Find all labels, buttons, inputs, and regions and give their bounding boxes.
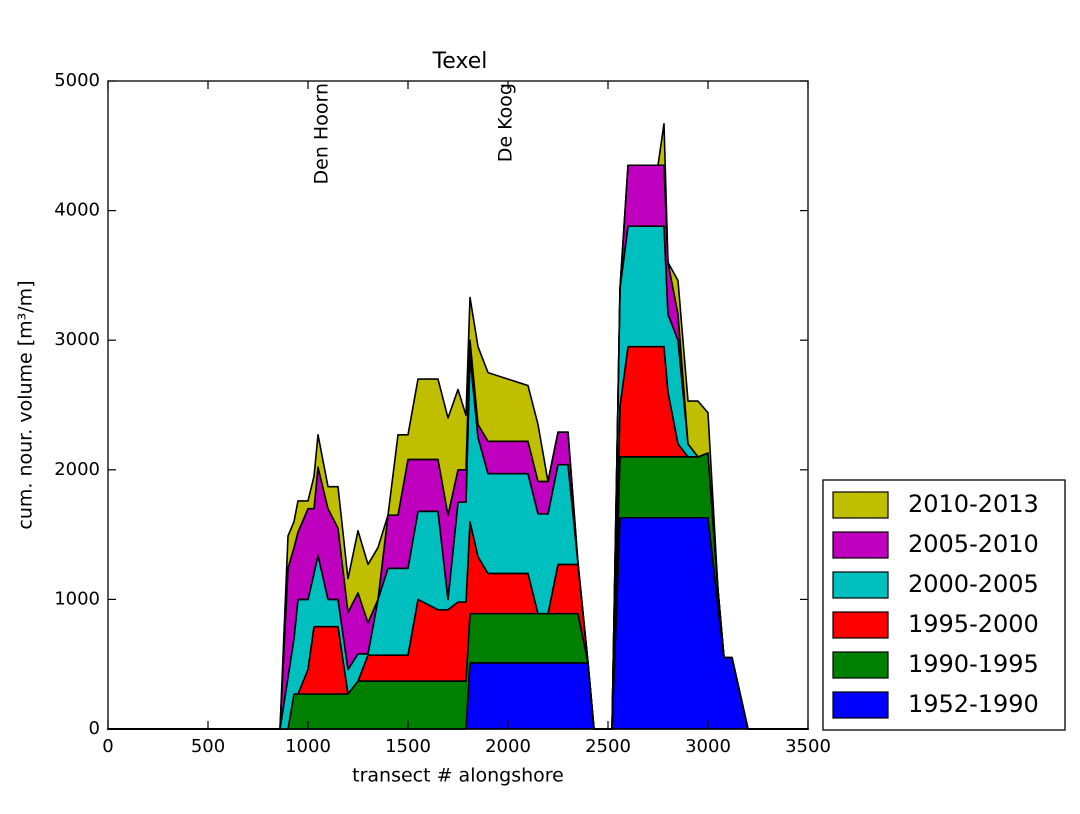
- x-tick-label: 2000: [485, 736, 531, 757]
- y-tick-label: 2000: [54, 459, 100, 480]
- y-tick-label: 4000: [54, 200, 100, 221]
- legend-label: 1995-2000: [908, 610, 1039, 638]
- x-tick-label: 3500: [785, 736, 831, 757]
- legend-swatch: [832, 491, 889, 519]
- legend-swatch: [832, 571, 889, 599]
- x-tick-label: 1000: [285, 736, 331, 757]
- x-tick-label: 1500: [385, 736, 431, 757]
- plot-frame: [107, 80, 809, 730]
- y-axis-label: cum. nour. volume [m³/m]: [15, 280, 37, 529]
- legend-swatch: [832, 611, 889, 639]
- legend-label: 1952-1990: [908, 690, 1039, 718]
- legend-box: [822, 479, 1066, 731]
- annotation: De Koog: [495, 83, 517, 162]
- x-tick-label: 500: [191, 736, 225, 757]
- legend-swatch: [832, 651, 889, 679]
- x-axis-label: transect # alongshore: [352, 765, 564, 787]
- chart-title: Texel: [432, 49, 488, 74]
- legend-label: 2000-2005: [908, 570, 1039, 598]
- legend: 2010-2013 2005-2010 2000-2005 1995-2000 1990…: [822, 479, 1066, 731]
- annotation-text: Den Hoorn: [311, 83, 333, 184]
- x-tick-label: 2500: [585, 736, 631, 757]
- y-tick-label: 3000: [54, 329, 100, 350]
- y-tick-label: 0: [89, 718, 100, 739]
- y-tick-label: 5000: [54, 70, 100, 91]
- legend-swatch: [832, 691, 889, 719]
- annotation: Den Hoorn: [311, 83, 333, 184]
- legend-label: 2010-2013: [908, 490, 1039, 518]
- legend-swatch: [832, 531, 889, 559]
- y-tick-label: 1000: [54, 588, 100, 609]
- x-tick-label: 3000: [685, 736, 731, 757]
- legend-label: 1990-1995: [908, 650, 1039, 678]
- annotation-text: De Koog: [495, 83, 517, 162]
- x-tick-label: 0: [102, 736, 113, 757]
- legend-label: 2005-2010: [908, 530, 1039, 558]
